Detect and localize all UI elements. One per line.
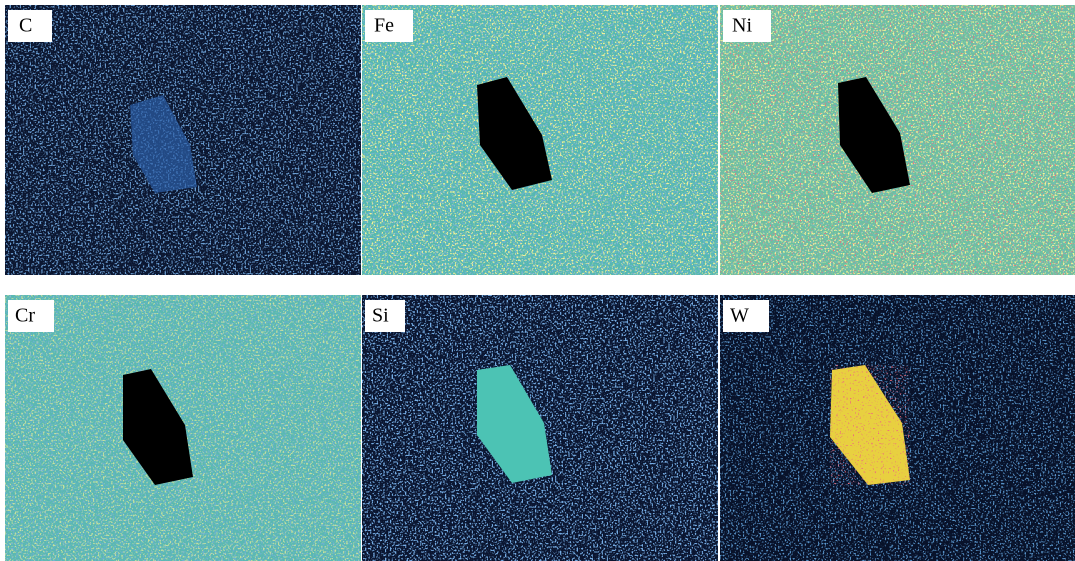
page: C Fe Ni Cr Si [0, 0, 1075, 561]
element-label: Cr [15, 305, 35, 327]
element-maps: C Fe Ni Cr Si [0, 0, 1075, 561]
element-label: Si [372, 305, 389, 327]
element-label: Fe [374, 15, 394, 37]
map-panel: C [5, 5, 361, 275]
element-label: Ni [732, 15, 752, 37]
map-panel: Cr [5, 295, 361, 561]
map-panel: Ni [720, 5, 1075, 275]
element-label: W [730, 305, 749, 327]
map-panel: W [720, 295, 1075, 561]
map-panel: Si [362, 295, 718, 561]
map-panel: Fe [362, 5, 718, 275]
element-label: C [19, 15, 32, 37]
